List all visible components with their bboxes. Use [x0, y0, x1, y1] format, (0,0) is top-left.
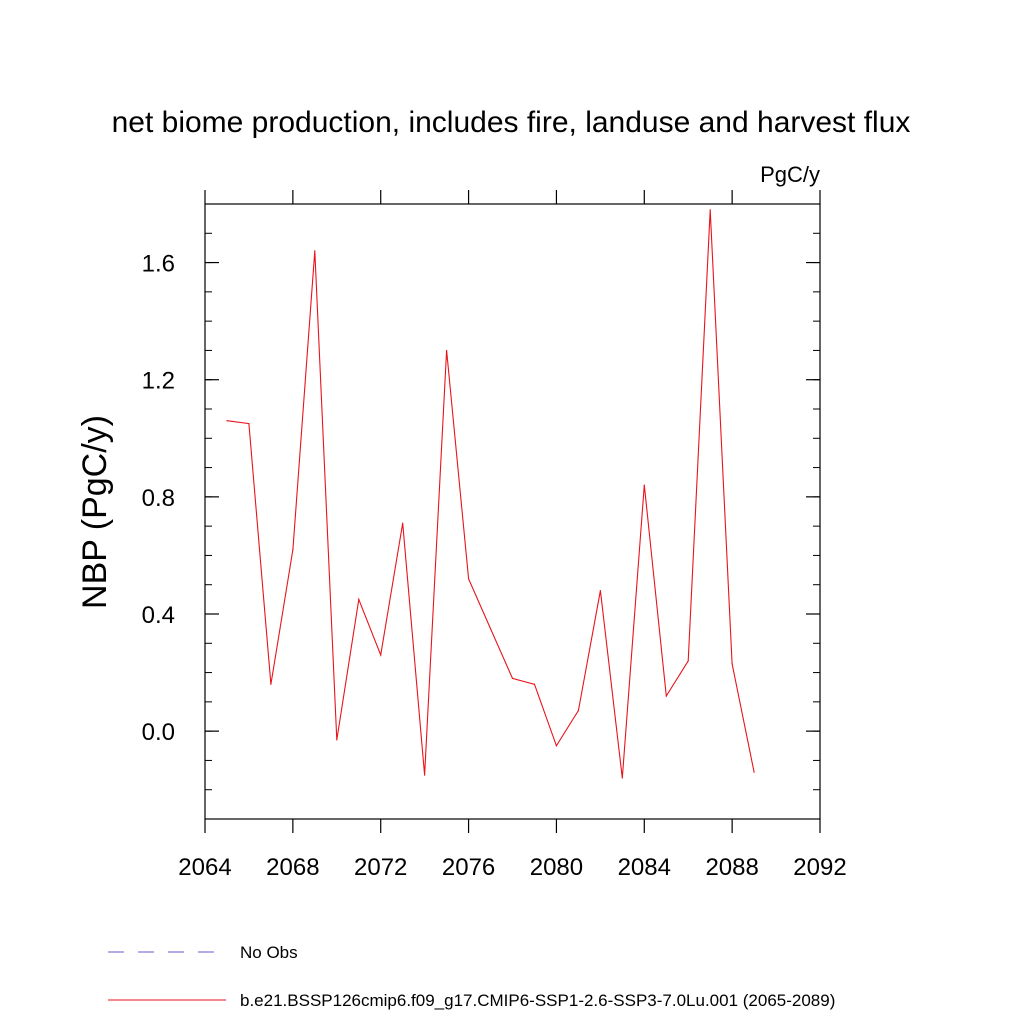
data-point [709, 209, 711, 211]
data-point [226, 420, 228, 422]
data-point [248, 423, 250, 425]
data-point [336, 739, 338, 741]
x-tick-label: 2084 [618, 854, 671, 881]
data-point [358, 598, 360, 600]
y-tick-label: 0.0 [142, 719, 175, 746]
data-point [599, 589, 601, 592]
data-point [511, 677, 514, 680]
data-point [555, 745, 558, 747]
legend: No Obs b.e21.BSSP126cmip6.f09_g17.CMIP6-… [108, 943, 835, 1010]
x-tick-label: 2072 [354, 854, 407, 881]
series-line [226, 209, 755, 779]
legend-label-model-run: b.e21.BSSP126cmip6.f09_g17.CMIP6-SSP1-2.… [240, 991, 835, 1010]
y-tick-label: 0.4 [142, 602, 175, 629]
data-point [314, 250, 316, 252]
x-tick-label: 2068 [266, 854, 319, 881]
x-tick-label: 2076 [442, 854, 495, 881]
data-point [621, 777, 623, 779]
plot-frame [204, 203, 821, 820]
data-point [665, 695, 667, 697]
legend-label-no-obs: No Obs [240, 943, 298, 962]
data-point [753, 771, 755, 773]
chart-title: net biome production, includes fire, lan… [112, 106, 911, 139]
y-tick-label: 0.8 [142, 485, 175, 512]
units-label: PgC/y [760, 162, 820, 187]
data-point [446, 349, 448, 352]
data-point [731, 663, 733, 665]
data-point [467, 578, 470, 580]
data-point [292, 548, 294, 551]
data-point [533, 683, 536, 685]
data-point [577, 710, 579, 712]
x-tick-label: 2080 [530, 854, 583, 881]
data-point [687, 660, 689, 662]
y-tick-label: 1.2 [142, 368, 175, 395]
data-point [489, 628, 492, 630]
y-axis: 0.0 0.4 0.8 1.2 1.6 [142, 203, 820, 820]
x-tick-label: 2064 [178, 854, 231, 881]
data-point [424, 774, 426, 776]
x-tick-label: 2088 [705, 854, 758, 881]
series-layer [226, 209, 755, 779]
plot-border [204, 203, 821, 820]
y-tick-label: 1.6 [142, 251, 175, 278]
data-point [380, 654, 382, 656]
data-point [402, 522, 404, 524]
data-point [643, 484, 645, 486]
data-point [270, 683, 272, 685]
x-tick-label: 2092 [793, 854, 846, 881]
y-axis-label: NBP (PgC/y) [76, 415, 114, 609]
x-axis: 2064 2068 2072 2076 2080 2084 2088 2092 [178, 190, 847, 881]
